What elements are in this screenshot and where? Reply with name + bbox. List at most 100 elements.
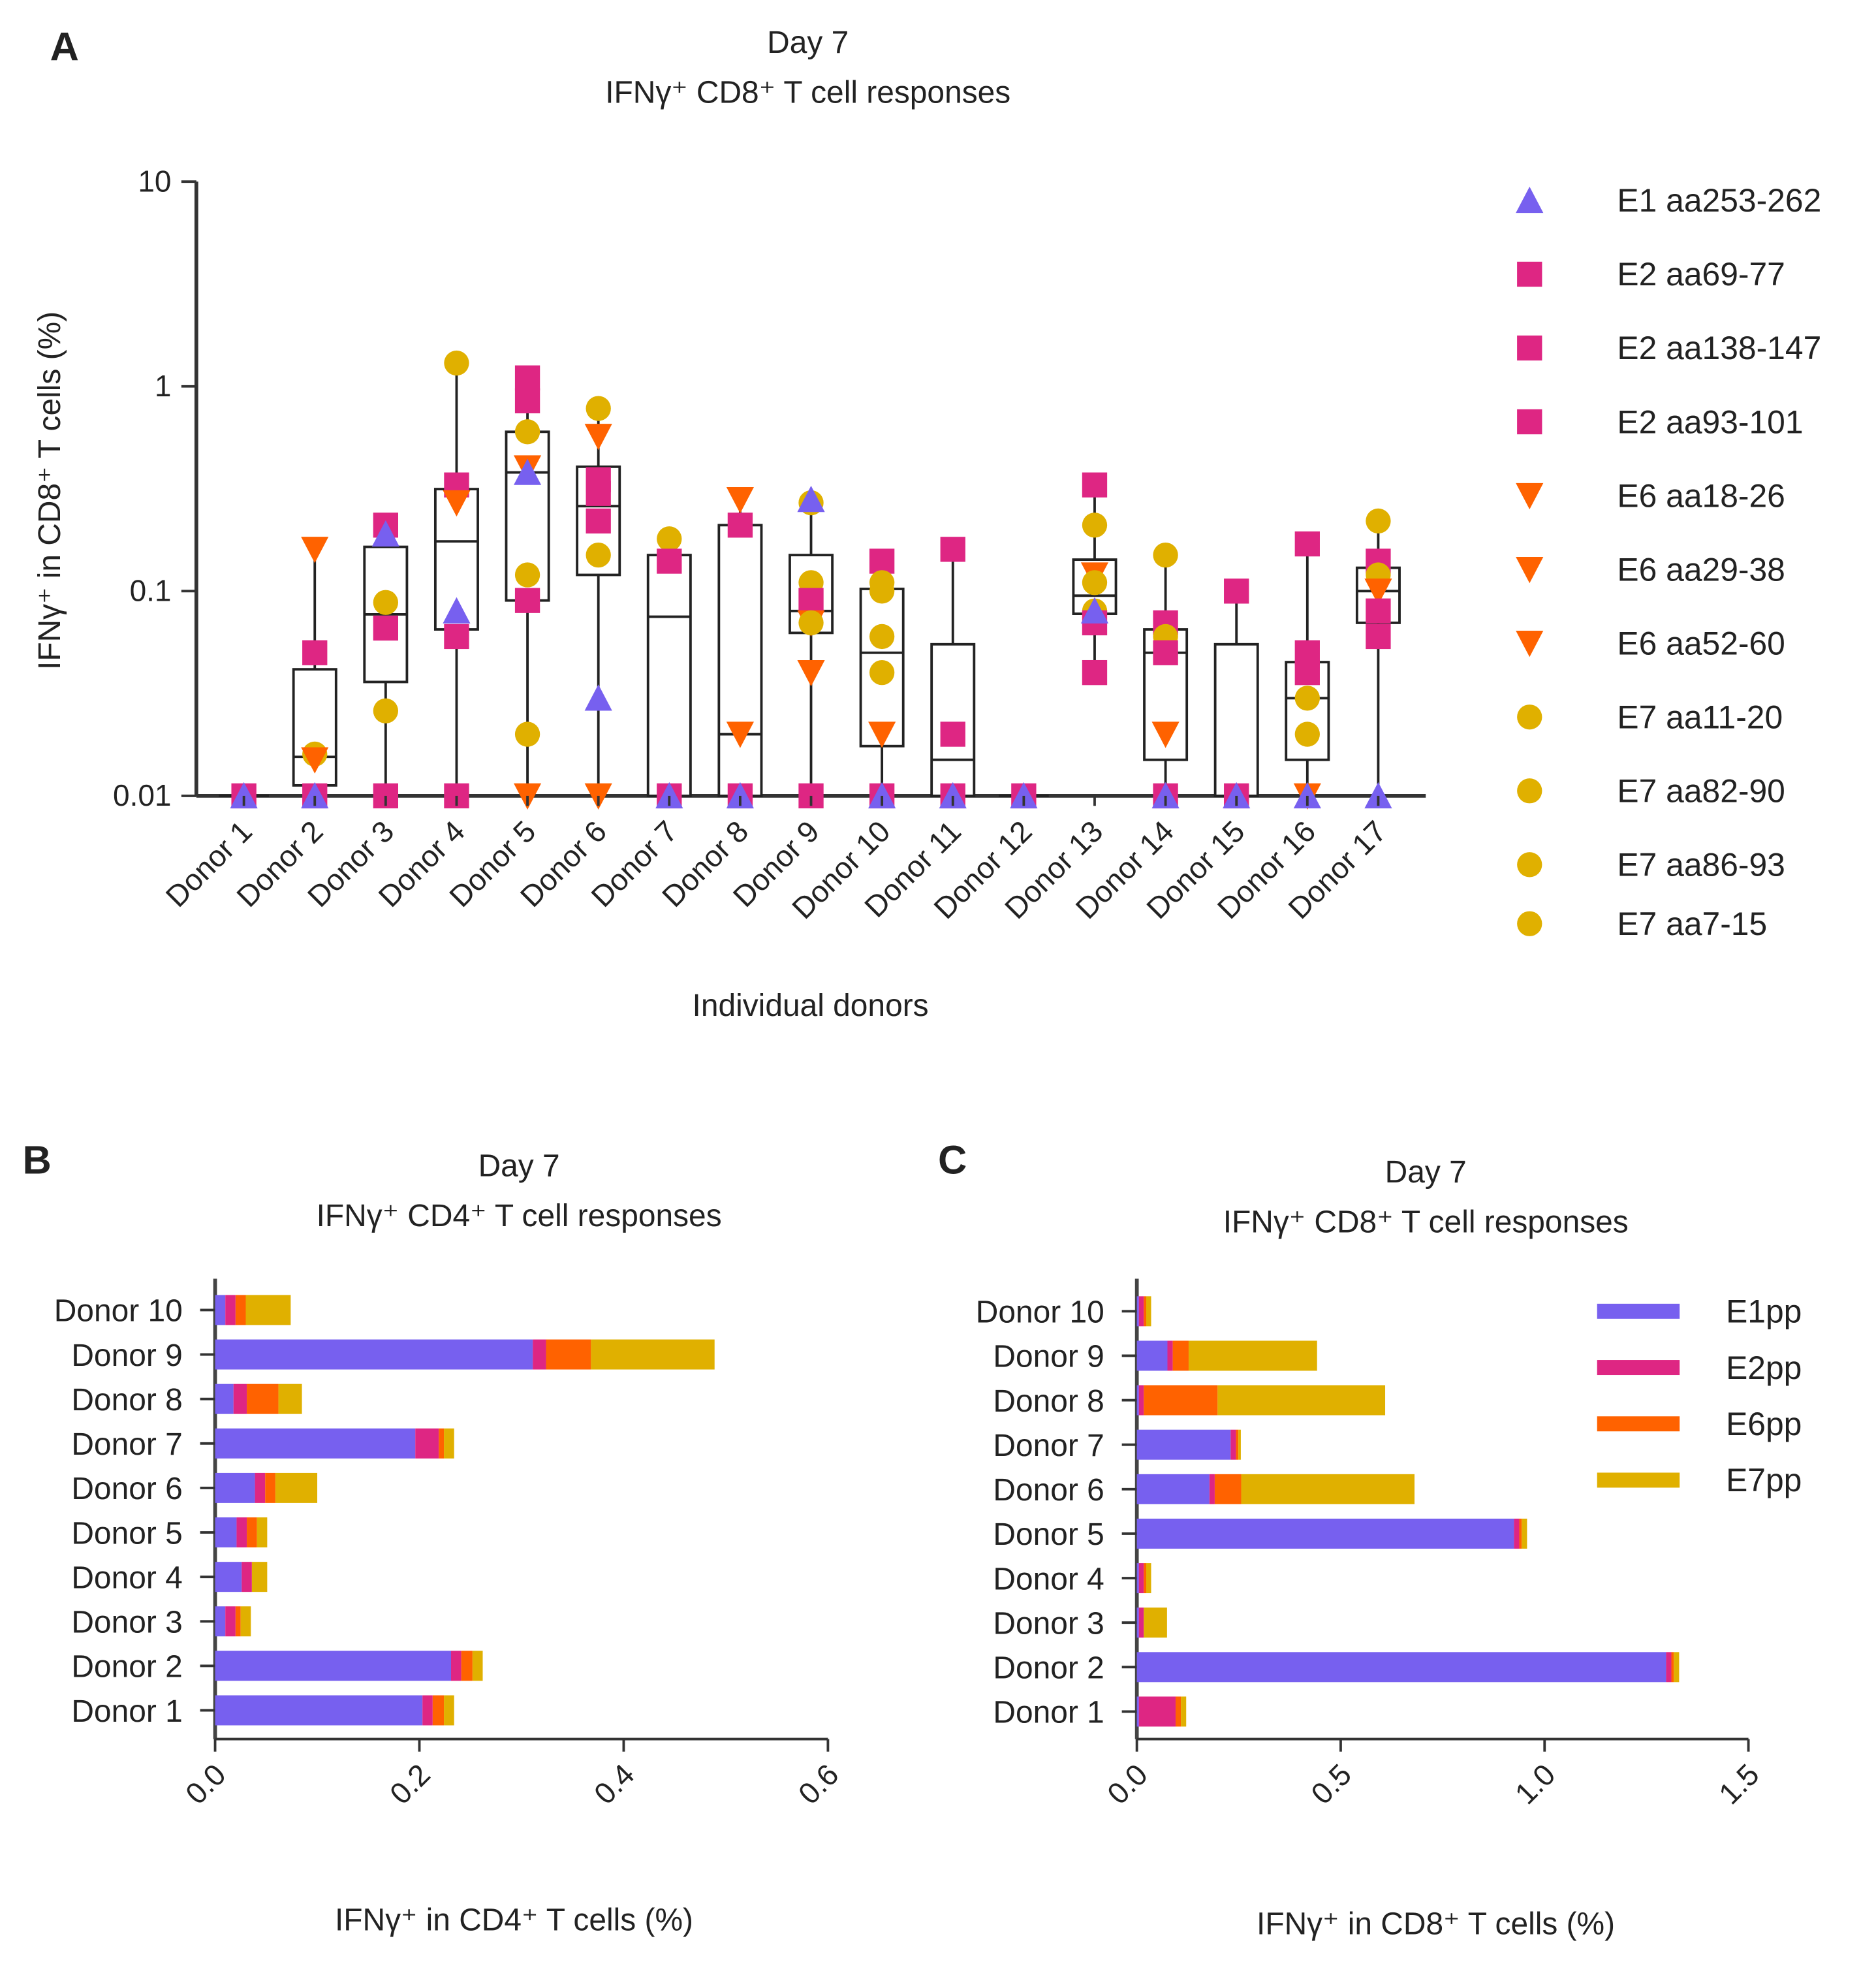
- bar-segment-e1: [1136, 1340, 1168, 1371]
- chart-b-x-tick-label: 0.6: [792, 1757, 845, 1811]
- legend-marker-e7: [1517, 852, 1542, 878]
- bar-segment-e2: [1230, 1429, 1236, 1460]
- data-point-e1: [371, 520, 399, 547]
- chart-a-y-axis-label: IFNγ⁺ in CD8⁺ T cells (%): [33, 311, 67, 670]
- data-point-e1: [1293, 782, 1321, 809]
- chart-b-y-tick-label: Donor 4: [71, 1560, 182, 1595]
- chart-b-y-tick-label: Donor 1: [71, 1694, 182, 1729]
- bar-segment-e1: [1136, 1607, 1139, 1638]
- data-point-e1: [726, 782, 754, 809]
- data-point-e1: [1010, 782, 1038, 809]
- data-point-e7: [514, 721, 540, 747]
- data-point-e1: [868, 782, 896, 809]
- data-point-e7: [657, 526, 682, 552]
- chart-a-subtitle: IFNγ⁺ CD8⁺ T cell responses: [605, 75, 1010, 110]
- bar-segment-e6: [1236, 1429, 1239, 1460]
- data-point-e7: [1294, 721, 1320, 747]
- data-point-e1: [939, 782, 967, 809]
- bar-segment-e6: [1671, 1652, 1674, 1683]
- data-point-e6: [301, 537, 329, 563]
- bar-segment-e2: [255, 1472, 266, 1503]
- chart-c-x-tick-label: 0.0: [1101, 1757, 1154, 1811]
- data-point-e7: [798, 610, 824, 636]
- data-point-e1: [230, 782, 258, 809]
- legend-label: E2 aa93-101: [1617, 403, 1803, 440]
- bar-segment-e1: [1136, 1696, 1139, 1727]
- chart-b-y-tick-label: Donor 3: [71, 1606, 182, 1640]
- bar-segment-e7: [1146, 1563, 1151, 1594]
- data-point-e6: [301, 747, 329, 774]
- legend-label: E6 aa29-38: [1617, 551, 1785, 588]
- chart-a-title: Day 7: [767, 25, 849, 60]
- data-point-e6: [797, 659, 825, 687]
- bar-segment-e2: [242, 1562, 252, 1592]
- bar-segment-e2: [533, 1339, 546, 1370]
- legend-label: E7 aa7-15: [1617, 906, 1767, 942]
- bar-segment-e2: [225, 1295, 236, 1325]
- legend-label: E6 aa18-26: [1617, 477, 1785, 514]
- data-point-e2: [586, 508, 611, 534]
- bar-segment-e1: [1136, 1429, 1231, 1460]
- bar-segment-e6: [1519, 1518, 1522, 1549]
- data-point-e1: [443, 597, 471, 624]
- bar-segment-e6: [432, 1695, 445, 1726]
- bar-segment-e7: [1241, 1474, 1415, 1504]
- bar-segment-e7: [275, 1472, 318, 1503]
- data-point-e7: [373, 698, 399, 723]
- legend-label: E7 aa86-93: [1617, 847, 1785, 883]
- chart-c-y-tick-label: Donor 9: [993, 1340, 1104, 1374]
- data-point-e2: [514, 365, 540, 390]
- bar-segment-e2: [233, 1384, 247, 1414]
- bar-segment-e7: [444, 1428, 454, 1459]
- data-point-e2: [1082, 472, 1108, 498]
- bar-segment-e2: [1514, 1518, 1520, 1549]
- bar-segment-e1: [215, 1295, 226, 1325]
- panel-label-c: C: [938, 1137, 967, 1182]
- data-point-e7: [1153, 542, 1178, 568]
- bar-segment-e6: [235, 1295, 246, 1325]
- data-point-e7: [444, 350, 469, 376]
- box: [646, 554, 692, 797]
- bar-segment-e2: [422, 1695, 433, 1726]
- data-point-e2: [727, 513, 753, 538]
- chart-b-title: Day 7: [478, 1148, 560, 1183]
- legend-label: E6pp: [1726, 1406, 1802, 1442]
- data-point-e2: [940, 721, 965, 747]
- chart-c-subtitle: IFNγ⁺ CD8⁺ T cell responses: [1223, 1205, 1629, 1240]
- bar-segment-e6: [461, 1651, 473, 1681]
- bar-segment-e2: [1138, 1296, 1144, 1327]
- box: [1213, 642, 1259, 797]
- bar-segment-e6: [1144, 1296, 1147, 1327]
- data-point-e1: [655, 782, 683, 809]
- bar-segment-e1: [215, 1562, 242, 1592]
- chart-b-y-tick-label: Donor 9: [71, 1338, 182, 1373]
- bar-segment-e1: [215, 1517, 237, 1548]
- bar-segment-e1: [1136, 1385, 1139, 1416]
- bar-segment-e6: [1144, 1563, 1147, 1594]
- bar-segment-e7: [1217, 1385, 1386, 1416]
- data-point-e7: [1294, 686, 1320, 711]
- bar-segment-e1: [1136, 1652, 1666, 1683]
- legend-marker-e7: [1517, 778, 1542, 804]
- data-point-e2: [302, 640, 328, 665]
- bar-segment-e1: [215, 1384, 234, 1414]
- data-point-e2: [444, 624, 469, 650]
- data-point-e2: [657, 548, 682, 574]
- data-point-e2: [586, 481, 611, 506]
- data-point-e2: [514, 588, 540, 613]
- chart-b-x-tick-label: 0.0: [179, 1757, 232, 1811]
- chart-c-title: Day 7: [1385, 1155, 1467, 1190]
- legend-label: E7 aa82-90: [1617, 773, 1785, 810]
- chart-b-y-tick-label: Donor 7: [71, 1427, 182, 1462]
- bar-segment-e1: [215, 1651, 452, 1681]
- bar-segment-e6: [1144, 1385, 1218, 1416]
- bar-segment-e1: [215, 1606, 226, 1637]
- bar-segment-e7: [1181, 1696, 1187, 1727]
- bar-segment-e7: [1522, 1518, 1527, 1549]
- data-point-e7: [586, 396, 611, 421]
- bar-segment-e7: [251, 1562, 268, 1592]
- bar-segment-e2: [1138, 1385, 1144, 1416]
- chart-b-x-tick-label: 0.2: [383, 1757, 437, 1811]
- legend-marker-e1: [1516, 186, 1544, 214]
- legend-label: E1 aa253-262: [1617, 182, 1821, 219]
